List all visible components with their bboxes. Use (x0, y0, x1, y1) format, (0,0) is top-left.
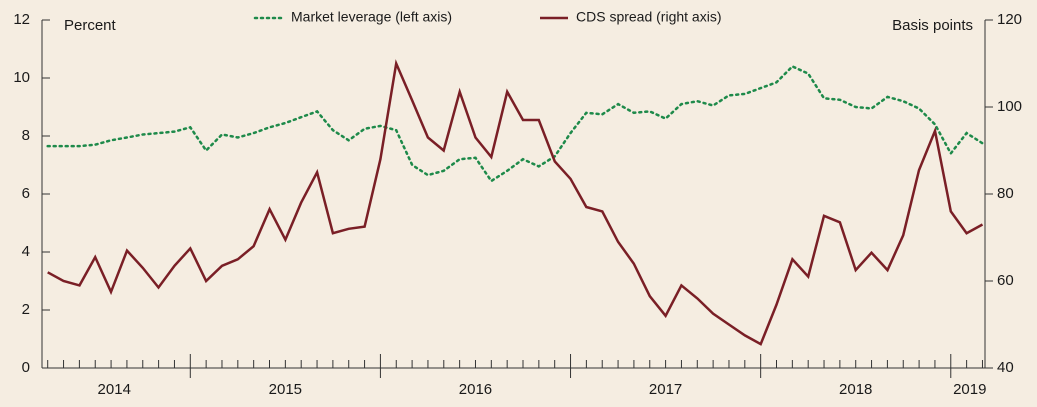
y-tick-label: 0 (22, 359, 30, 376)
y-tick-label: 8 (22, 127, 30, 144)
x-tick-label: 2014 (98, 381, 131, 398)
y-tick-label: 4 (22, 243, 30, 260)
x-tick-label: 2019 (953, 381, 986, 398)
x-tick-label: 2015 (269, 381, 302, 398)
y-axis-label: Percent (64, 17, 117, 34)
x-tick-label: 2017 (649, 381, 682, 398)
y-tick-label: 6 (22, 185, 30, 202)
y-tick-label: 2 (22, 301, 30, 318)
series-line (46, 64, 984, 183)
x-tick-label: 2018 (839, 381, 872, 398)
legend-label: CDS spread (right axis) (576, 9, 722, 25)
y2-tick-label: 100 (997, 98, 1022, 115)
y2-axis-label: Basis points (892, 17, 973, 34)
y-tick-label: 10 (13, 69, 30, 86)
y-tick-label: 12 (13, 11, 30, 28)
y2-tick-label: 40 (997, 359, 1014, 376)
x-tick-label: 2016 (459, 381, 492, 398)
y2-tick-label: 60 (997, 272, 1014, 289)
y2-tick-label: 80 (997, 185, 1014, 202)
legend-label: Market leverage (left axis) (291, 9, 452, 25)
y2-tick-label: 120 (997, 11, 1022, 28)
series-line (47, 59, 984, 346)
